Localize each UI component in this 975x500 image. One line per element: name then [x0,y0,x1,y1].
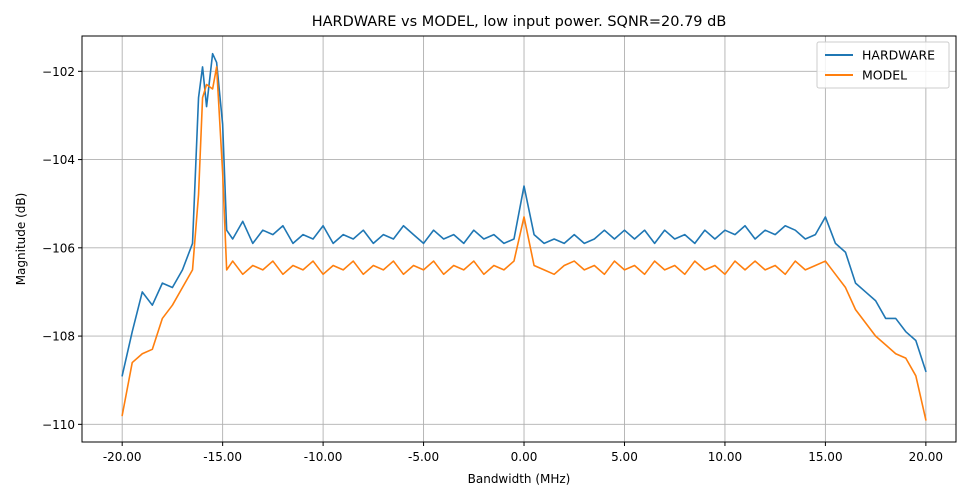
x-tick-label: 5.00 [611,450,638,464]
legend: HARDWARE MODEL [816,41,950,89]
x-tick-label: -15.00 [203,450,242,464]
x-tick-label: 10.00 [708,450,742,464]
plot-frame [81,35,957,443]
y-tick-label: −108 [42,330,75,344]
x-axis-label: Bandwidth (MHz) [468,472,571,486]
y-tick-label: −106 [42,241,75,255]
tick-layer: -20.00 -15.00 -10.00 -5.00 0.00 5.00 10.00 15.0… [42,65,943,464]
y-tick-label: −102 [42,65,75,79]
x-tick-label: 20.00 [909,450,943,464]
series-layer [121,52,927,421]
x-tick-label: 0.00 [511,450,538,464]
model-series-line [121,66,927,421]
y-axis-label: Magnitude (dB) [14,193,28,286]
chart-title: HARDWARE vs MODEL, low input power. SQNR… [312,14,727,30]
hardware-series-line [121,52,927,377]
legend-label-hardware: HARDWARE [862,48,935,63]
x-tick-label: -5.00 [408,450,439,464]
x-tick-label: -20.00 [103,450,142,464]
x-tick-label: -10.00 [304,450,343,464]
y-tick-label: −104 [42,153,75,167]
x-tick-label: 15.00 [808,450,842,464]
legend-box [816,41,950,89]
y-tick-label: −110 [42,418,75,432]
grid-layer [82,36,956,442]
legend-label-model: MODEL [862,68,907,83]
